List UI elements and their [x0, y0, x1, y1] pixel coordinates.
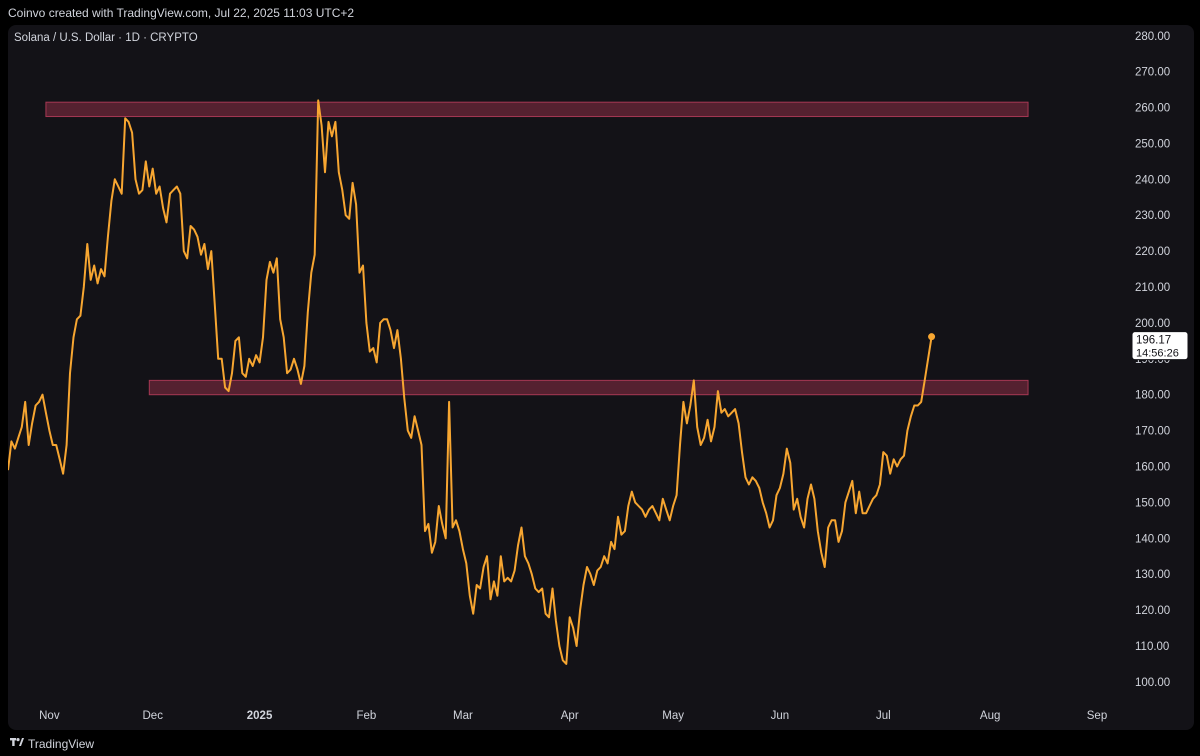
y-axis[interactable]: 280.00 270.00 260.00 250.00 240.00 230.00 220.…: [1135, 31, 1170, 689]
x-tick-label: Jul: [876, 710, 891, 722]
series-line-0: [8, 99, 933, 665]
x-axis[interactable]: Nov Dec 2025 Feb Mar Apr May Jun Jul Aug Sep: [39, 710, 1107, 722]
zone-0: [45, 101, 1029, 118]
symbol-title[interactable]: Solana / U.S. Dollar · 1D · CRYPTO: [14, 32, 198, 44]
y-tick-label: 120.00: [1135, 605, 1170, 617]
y-tick-label: 250.00: [1135, 138, 1170, 150]
x-tick-label: Jun: [771, 710, 790, 722]
y-tick-label: 180.00: [1135, 390, 1170, 402]
x-tick-label: 2025: [247, 710, 273, 722]
x-tick-label: Dec: [143, 710, 164, 722]
tradingview-logo-icon: [10, 738, 24, 746]
y-tick-label: 140.00: [1135, 533, 1170, 545]
y-tick-label: 100.00: [1135, 677, 1170, 689]
y-tick-label: 230.00: [1135, 210, 1170, 222]
x-tick-label: Mar: [453, 710, 473, 722]
y-tick-label: 240.00: [1135, 174, 1170, 186]
bar-countdown-label: 14:56:26: [1136, 348, 1179, 360]
last-price-badge-box: [1131, 331, 1189, 361]
y-tick-label: 200.00: [1135, 318, 1170, 330]
attribution-text: Coinvo created with TradingView.com, Jul…: [8, 6, 355, 20]
y-tick-label: 160.00: [1135, 462, 1170, 474]
y-tick-label: 210.00: [1135, 282, 1170, 294]
y-tick-label: 170.00: [1135, 426, 1170, 438]
x-tick-label: Sep: [1087, 710, 1107, 722]
attribution-header: Coinvo created with TradingView.com, Jul…: [0, 0, 1200, 25]
last-price-label: 196.17: [1136, 335, 1171, 347]
y-tick-label: 260.00: [1135, 103, 1170, 115]
y-tick-label: 220.00: [1135, 246, 1170, 258]
last-price-dot: [928, 333, 936, 341]
y-tick-label: 110.00: [1135, 641, 1169, 653]
x-tick-label: Feb: [356, 710, 376, 722]
x-tick-label: Aug: [980, 710, 1000, 722]
footer-bar: TradingView: [0, 730, 1200, 756]
y-tick-label: 150.00: [1135, 497, 1170, 509]
x-tick-label: May: [662, 710, 684, 722]
zone-1: [148, 379, 1029, 396]
x-tick-label: Apr: [561, 710, 579, 722]
y-tick-label: 280.00: [1135, 31, 1170, 43]
y-tick-label: 130.00: [1135, 569, 1170, 581]
last-price-badge: 196.17 14:56:26: [1131, 331, 1189, 361]
tradingview-brand: TradingView: [28, 737, 95, 751]
y-tick-label: 270.00: [1135, 67, 1170, 79]
chart-pane[interactable]: 280.00 270.00 260.00 250.00 240.00 230.00 220.…: [8, 25, 1194, 730]
series-layer: [8, 99, 936, 665]
x-tick-label: Nov: [39, 710, 60, 722]
price-chart[interactable]: 280.00 270.00 260.00 250.00 240.00 230.00 220.…: [8, 25, 1194, 730]
zone-layer: [45, 101, 1029, 396]
